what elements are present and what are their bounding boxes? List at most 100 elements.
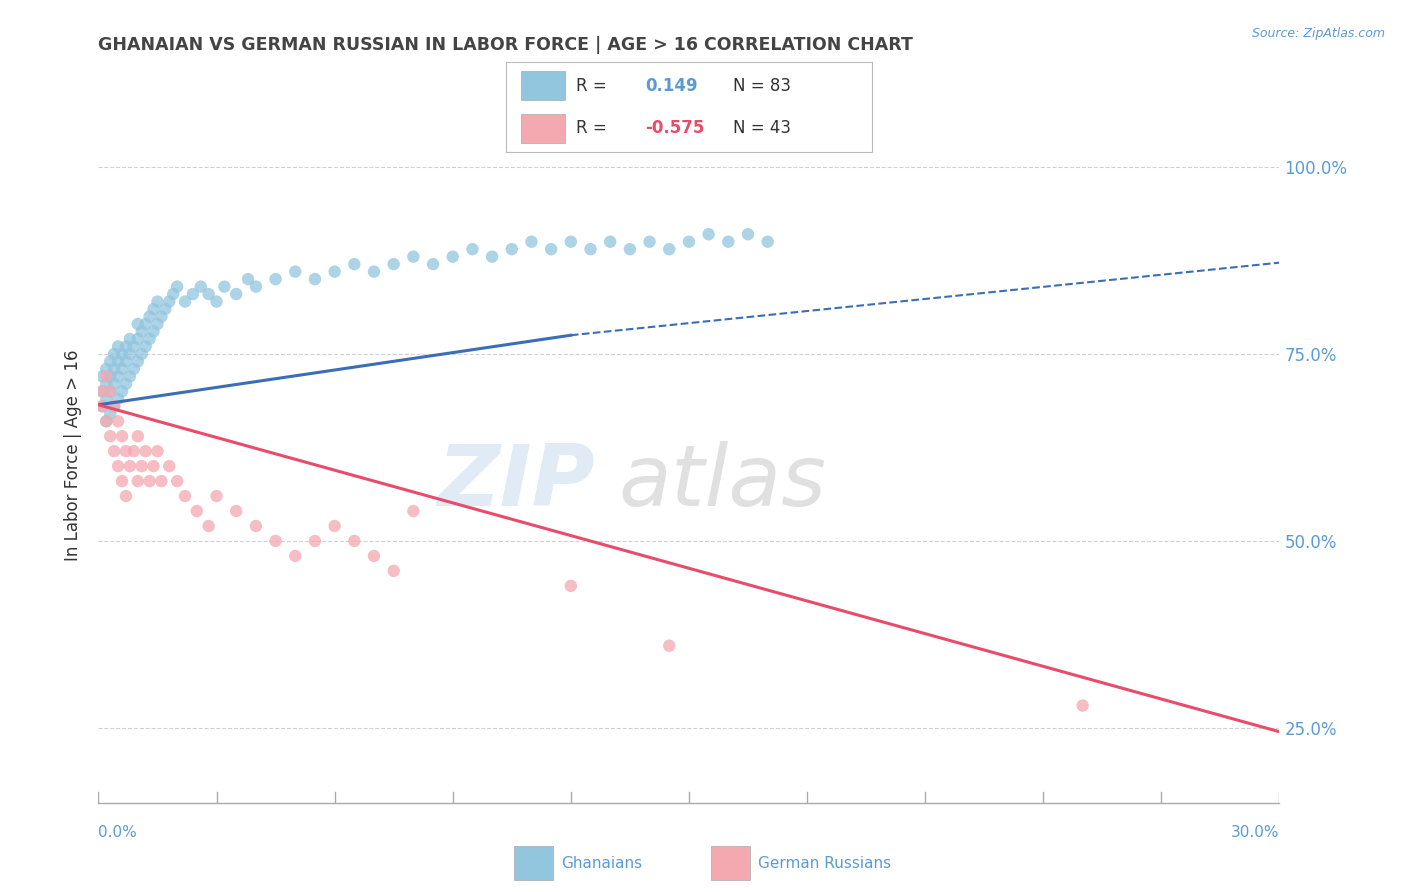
Point [756, 235, 779, 249]
Point [560, 235, 582, 249]
Point [264, 533, 287, 548]
Point [205, 294, 228, 309]
Bar [711, 846, 751, 880]
Text: German Russians: German Russians [758, 855, 891, 871]
Point [131, 459, 153, 474]
Point [131, 325, 153, 339]
Y-axis label: In Labor Force | Age > 16: In Labor Force | Age > 16 [65, 349, 83, 561]
Point [96, 369, 118, 384]
Text: N = 43: N = 43 [733, 120, 790, 137]
Point [135, 317, 157, 331]
Point [118, 369, 141, 384]
Point [157, 459, 180, 474]
Point [181, 287, 204, 301]
Point [122, 444, 145, 458]
Point [111, 429, 134, 443]
Point [146, 317, 169, 331]
Point [619, 242, 641, 256]
Point [225, 504, 247, 518]
Text: N = 83: N = 83 [733, 77, 790, 95]
Text: R =: R = [575, 120, 606, 137]
Point [107, 392, 129, 406]
Point [98, 429, 121, 443]
Point [579, 242, 602, 256]
Point [520, 235, 543, 249]
Point [103, 399, 125, 413]
Point [96, 414, 118, 428]
Point [91, 399, 114, 413]
Point [343, 257, 366, 271]
Point [264, 272, 287, 286]
Point [127, 354, 149, 368]
Text: R =: R = [575, 77, 606, 95]
Point [146, 444, 169, 458]
Point [91, 384, 114, 399]
Point [304, 272, 326, 286]
Point [96, 392, 118, 406]
Point [98, 384, 121, 399]
Point [638, 235, 661, 249]
Point [737, 227, 759, 242]
Text: GHANAIAN VS GERMAN RUSSIAN IN LABOR FORCE | AGE > 16 CORRELATION CHART: GHANAIAN VS GERMAN RUSSIAN IN LABOR FORC… [98, 36, 914, 54]
Point [214, 279, 236, 293]
Point [138, 474, 160, 488]
Point [138, 332, 160, 346]
Point [382, 564, 405, 578]
Point [441, 250, 464, 264]
Point [323, 265, 346, 279]
Point [186, 504, 208, 518]
Point [91, 369, 114, 384]
Point [103, 347, 125, 361]
Point [245, 279, 267, 293]
Point [103, 399, 125, 413]
Point [323, 519, 346, 533]
Point [127, 317, 149, 331]
Point [127, 474, 149, 488]
Point [197, 519, 219, 533]
Text: 0.149: 0.149 [645, 77, 697, 95]
Point [166, 279, 188, 293]
Point [284, 549, 307, 563]
Point [142, 301, 165, 316]
Text: ZIP: ZIP [437, 442, 595, 524]
Point [678, 235, 700, 249]
Point [501, 242, 523, 256]
Bar [520, 71, 565, 100]
Point [115, 339, 138, 353]
Point [107, 414, 129, 428]
Point [135, 444, 157, 458]
Point [118, 332, 141, 346]
Point [205, 489, 228, 503]
Point [190, 279, 212, 293]
Point [422, 257, 444, 271]
Point [103, 444, 125, 458]
Point [150, 474, 173, 488]
Point [236, 272, 259, 286]
Point [103, 376, 125, 391]
Point [115, 489, 138, 503]
Point [197, 287, 219, 301]
Point [111, 384, 134, 399]
Point [135, 339, 157, 353]
Point [540, 242, 562, 256]
Point [98, 384, 121, 399]
Point [131, 347, 153, 361]
Point [98, 369, 121, 384]
Point [91, 399, 114, 413]
Point [717, 235, 740, 249]
Point [118, 459, 141, 474]
Bar [520, 114, 565, 143]
Point [115, 354, 138, 368]
Point [658, 639, 681, 653]
Point [146, 294, 169, 309]
Point [157, 294, 180, 309]
Point [107, 354, 129, 368]
Point [142, 459, 165, 474]
Point [122, 339, 145, 353]
Point [96, 362, 118, 376]
Point [599, 235, 621, 249]
Point [98, 407, 121, 421]
Point [225, 287, 247, 301]
Point [107, 369, 129, 384]
Text: -0.575: -0.575 [645, 120, 704, 137]
